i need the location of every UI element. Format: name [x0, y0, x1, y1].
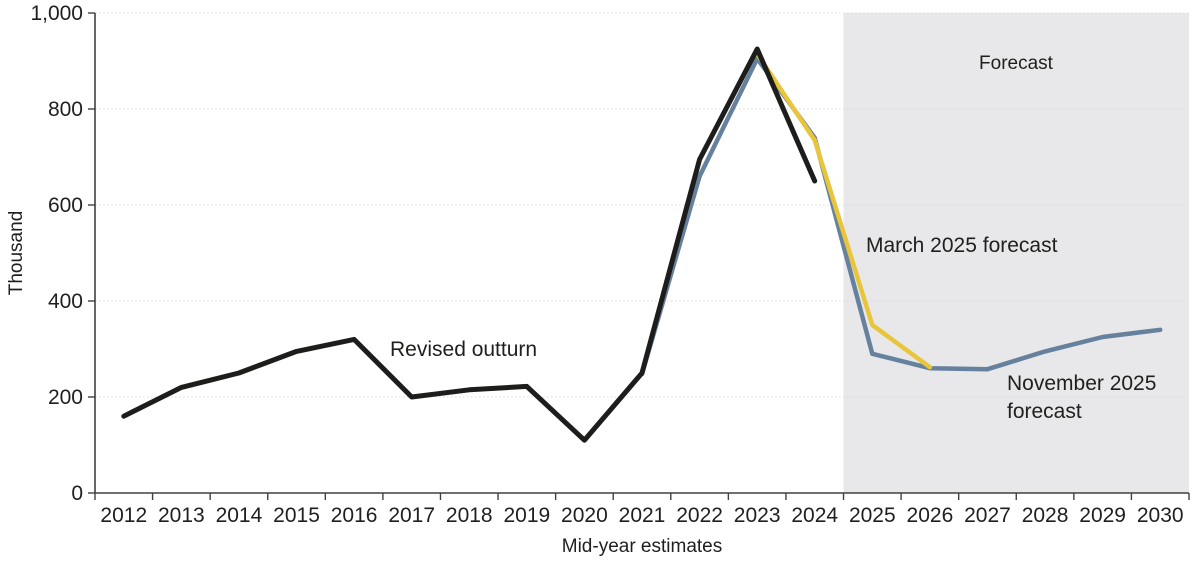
- x-tick-label: 2022: [676, 504, 723, 527]
- y-tick-label: 1,000: [30, 2, 83, 25]
- x-tick-label: 2019: [503, 504, 550, 527]
- x-axis-title: Mid-year estimates: [562, 536, 723, 557]
- series-line-march-2025-forecast: [754, 51, 933, 370]
- y-tick-label: 600: [48, 194, 83, 217]
- chart-series-layer: [121, 46, 1163, 443]
- series-label-revised-outturn: Revised outturn: [390, 338, 537, 361]
- y-tick-label: 200: [48, 386, 83, 409]
- chart-axis-layer: [88, 12, 1190, 500]
- series-line-november-2025-forecast: [639, 56, 1163, 377]
- x-tick-label: 2028: [1022, 504, 1069, 527]
- chart-annotations: Thousand Mid-year estimates Forecast Rev…: [6, 53, 1156, 557]
- x-tick-label: 2027: [964, 504, 1011, 527]
- forecast-region-label: Forecast: [979, 53, 1054, 74]
- x-tick-label: 2013: [158, 504, 205, 527]
- x-tick-label: 2024: [791, 504, 838, 527]
- x-tick-label: 2023: [734, 504, 781, 527]
- series-label-november-2025-forecast-line1: November 2025: [1007, 372, 1156, 395]
- x-tick-label: 2018: [446, 504, 493, 527]
- chart-tick-labels-layer: 0 200 400 600 800 1,000 2012 2013 2014 2015 2016 20…: [30, 2, 1183, 527]
- y-tick-label: 800: [48, 98, 83, 121]
- x-tick-label: 2012: [100, 504, 147, 527]
- x-tick-label: 2014: [216, 504, 263, 527]
- series-line-revised-outturn: [121, 46, 818, 443]
- forecast-region: [843, 13, 1189, 493]
- x-tick-label: 2025: [849, 504, 896, 527]
- x-tick-label: 2026: [907, 504, 954, 527]
- x-tick-label: 2020: [561, 504, 608, 527]
- x-tick-label: 2021: [619, 504, 666, 527]
- y-axis-title: Thousand: [6, 211, 27, 296]
- x-tick-label: 2030: [1137, 504, 1184, 527]
- x-tick-label: 2015: [273, 504, 320, 527]
- y-tick-label: 0: [71, 482, 83, 505]
- x-tick-label: 2029: [1079, 504, 1126, 527]
- x-tick-label: 2017: [388, 504, 435, 527]
- x-tick-label: 2016: [331, 504, 378, 527]
- series-label-november-2025-forecast-line2: forecast: [1007, 400, 1082, 423]
- series-label-march-2025-forecast: March 2025 forecast: [866, 234, 1058, 257]
- chart-background-layer: [843, 13, 1189, 493]
- y-tick-label: 400: [48, 290, 83, 313]
